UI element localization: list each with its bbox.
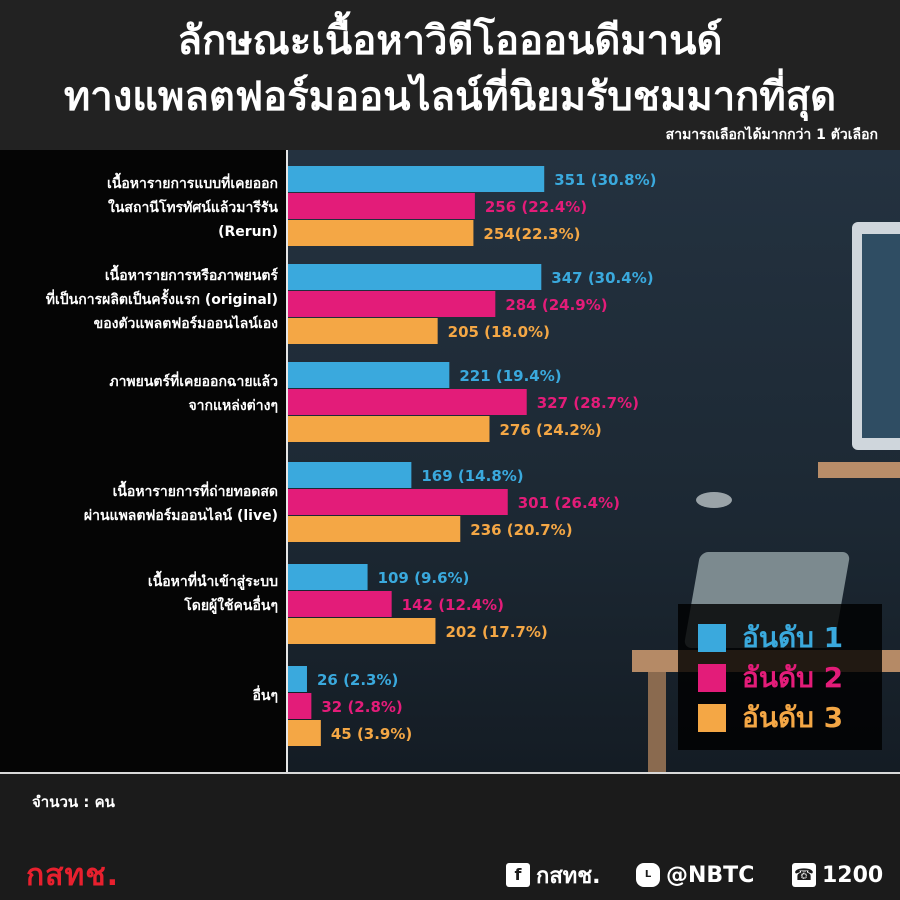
legend-label-rank1: อันดับ 1: [742, 621, 844, 654]
category-label-line: อื่นๆ: [252, 688, 279, 704]
bar-rank1-cat4: [288, 462, 412, 488]
phone-icon: ☎: [792, 863, 816, 887]
category-label-live: เนื้อหารายการที่ถ่ายทอดสด ผ่านแพลตฟอร์มอ…: [8, 480, 278, 528]
line-label: @NBTC: [666, 862, 755, 888]
bar-rank2-cat5: [288, 591, 392, 617]
bar-rank1-cat2: [288, 264, 542, 290]
data-label-rank1-cat4: 169 (14.8%): [421, 467, 523, 485]
phone-label: 1200: [822, 862, 884, 888]
chart-title-line2: ทางแพลตฟอร์มออนไลน์ที่นิยมรับชมมากที่สุด: [63, 74, 837, 120]
bar-rank1-cat6: [288, 666, 307, 692]
category-label-movies: ภาพยนตร์ที่เคยออกฉายแล้ว จากแหล่งต่างๆ: [8, 370, 278, 418]
phone-link[interactable]: ☎ 1200: [792, 860, 883, 890]
category-label-line: ภาพยนตร์ที่เคยออกฉายแล้ว: [109, 374, 278, 390]
category-label-line: เนื้อหาที่นำเข้าสู่ระบบ: [147, 574, 278, 590]
category-label-line: ผ่านแพลตฟอร์มออนไลน์ (live): [83, 508, 278, 524]
multiple-choice-note: สามารถเลือกได้มากกว่า 1 ตัวเลือก: [665, 127, 878, 143]
data-label-rank3-cat5: 202 (17.7%): [445, 623, 547, 641]
data-label-rank1-cat6: 26 (2.3%): [317, 671, 398, 689]
category-label-ugc: เนื้อหาที่นำเข้าสู่ระบบ โดยผู้ใช้คนอื่นๆ: [8, 570, 278, 618]
desk-shelf-decoration: [818, 462, 900, 478]
legend-swatch-rank2: [698, 664, 726, 692]
data-label-rank2-cat2: 284 (24.9%): [505, 296, 607, 314]
legend-item-rank1: อันดับ 1: [698, 618, 882, 658]
legend-label-rank2: อันดับ 2: [742, 661, 844, 694]
monitor-screen-decoration: [862, 234, 900, 438]
chart-title-line1: ลักษณะเนื้อหาวิดีโอออนดีมานด์: [177, 18, 723, 64]
footer-divider: [0, 772, 900, 774]
data-label-rank2-cat5: 142 (12.4%): [402, 596, 504, 614]
bar-rank3-cat4: [288, 516, 461, 542]
data-label-rank3-cat4: 236 (20.7%): [470, 521, 572, 539]
legend-swatch-rank1: [698, 624, 726, 652]
facebook-label: กสทช.: [536, 863, 601, 889]
legend: อันดับ 1 อันดับ 2 อันดับ 3: [678, 604, 882, 750]
bar-rank3-cat1: [288, 220, 474, 246]
category-label-line: (Rerun): [218, 224, 278, 240]
bar-rank3-cat3: [288, 416, 490, 442]
bar-rank3-cat6: [288, 720, 321, 746]
facebook-icon: f: [506, 863, 530, 887]
legend-item-rank3: อันดับ 3: [698, 698, 882, 738]
data-label-rank2-cat6: 32 (2.8%): [321, 698, 402, 716]
data-label-rank1-cat5: 109 (9.6%): [378, 569, 470, 587]
mouse-decoration: [696, 492, 732, 508]
data-label-rank3-cat2: 205 (18.0%): [448, 323, 550, 341]
bar-rank2-cat3: [288, 389, 527, 415]
category-label-original: เนื้อหารายการหรือภาพยนตร์ ที่เป็นการผลิต…: [8, 264, 278, 336]
legend-item-rank2: อันดับ 2: [698, 658, 882, 698]
category-label-line: เนื้อหารายการที่ถ่ายทอดสด: [112, 484, 278, 500]
data-label-rank3-cat6: 45 (3.9%): [331, 725, 412, 743]
desk-leg-decoration: [648, 672, 666, 772]
legend-label-rank3: อันดับ 3: [742, 701, 844, 734]
line-link[interactable]: L @NBTC: [636, 860, 754, 890]
category-label-line: ในสถานีโทรทัศน์แล้วมารีรัน: [108, 200, 278, 216]
data-label-rank2-cat1: 256 (22.4%): [485, 198, 587, 216]
bar-rank3-cat5: [288, 618, 436, 644]
unit-note: จำนวน : คน: [32, 793, 115, 811]
nbtc-logo: กสทช.: [26, 858, 120, 893]
bar-rank1-cat5: [288, 564, 368, 590]
data-label-rank3-cat3: 276 (24.2%): [499, 421, 601, 439]
category-label-rerun: เนื้อหารายการแบบที่เคยออก ในสถานีโทรทัศน…: [8, 172, 278, 244]
data-label-rank2-cat4: 301 (26.4%): [518, 494, 620, 512]
bar-rank1-cat3: [288, 362, 450, 388]
data-label-rank1-cat3: 221 (19.4%): [459, 367, 561, 385]
facebook-link[interactable]: f กสทช.: [506, 860, 601, 890]
data-label-rank1-cat1: 351 (30.8%): [554, 171, 656, 189]
category-label-other: อื่นๆ: [8, 684, 279, 708]
category-label-line: เนื้อหารายการแบบที่เคยออก: [107, 176, 278, 192]
line-icon: L: [636, 863, 660, 887]
bar-rank2-cat6: [288, 693, 312, 719]
category-label-panel: เนื้อหารายการแบบที่เคยออก ในสถานีโทรทัศน…: [0, 150, 286, 772]
data-label-rank1-cat2: 347 (30.4%): [551, 269, 653, 287]
bar-rank2-cat4: [288, 489, 508, 515]
bar-plot: 351 (30.8%) 347 (30.4%) 221 (19.4%) 169 (14…: [288, 166, 657, 746]
bar-rank2-cat1: [288, 193, 475, 219]
category-label-line: ที่เป็นการผลิตเป็นครั้งแรก (original): [45, 292, 278, 308]
category-label-line: เนื้อหารายการหรือภาพยนตร์: [104, 268, 278, 284]
header: ลักษณะเนื้อหาวิดีโอออนดีมานด์ ทางแพลตฟอร…: [0, 0, 900, 150]
axis-divider: [286, 150, 288, 772]
bar-rank2-cat2: [288, 291, 496, 317]
bar-rank1-cat1: [288, 166, 545, 192]
bar-rank3-cat2: [288, 318, 438, 344]
category-label-line: ของตัวแพลตฟอร์มออนไลน์เอง: [93, 316, 278, 332]
legend-swatch-rank3: [698, 704, 726, 732]
category-label-line: โดยผู้ใช้คนอื่นๆ: [184, 598, 278, 614]
data-label-rank2-cat3: 327 (28.7%): [537, 394, 639, 412]
data-label-rank3-cat1: 254(22.3%): [483, 225, 580, 243]
category-label-line: จากแหล่งต่างๆ: [188, 398, 278, 414]
chart-area: เนื้อหารายการแบบที่เคยออก ในสถานีโทรทัศน…: [0, 150, 900, 772]
